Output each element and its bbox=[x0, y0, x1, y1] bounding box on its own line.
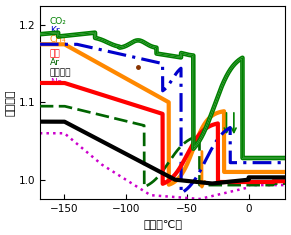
Text: CH₄: CH₄ bbox=[50, 35, 66, 44]
Text: ガスなし: ガスなし bbox=[50, 68, 71, 77]
Text: Ne: Ne bbox=[50, 78, 62, 87]
Text: CO₂: CO₂ bbox=[50, 16, 67, 26]
X-axis label: 温度（℃）: 温度（℃） bbox=[143, 219, 182, 229]
Y-axis label: 電気抵抗: 電気抵抗 bbox=[6, 89, 15, 116]
Text: 空気: 空気 bbox=[50, 49, 61, 58]
Text: Kr: Kr bbox=[50, 26, 59, 35]
Text: Ar: Ar bbox=[50, 58, 60, 67]
